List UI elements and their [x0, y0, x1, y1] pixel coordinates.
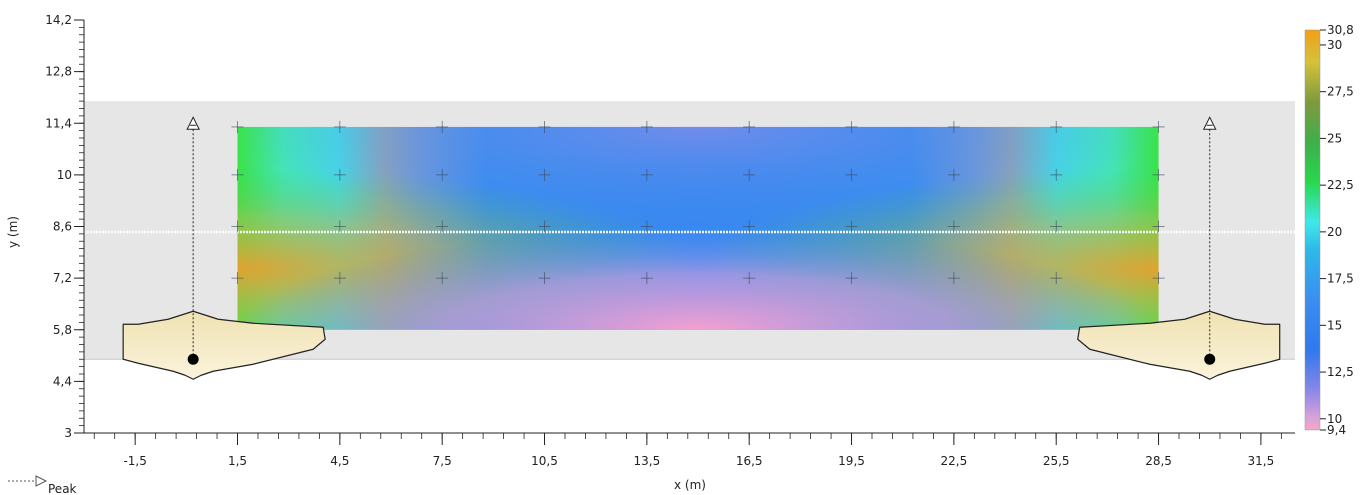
- grid-cross: [743, 120, 756, 133]
- x-tick-label: 13,5: [633, 454, 660, 468]
- colorbar: 30,830 27,5 25 22,5 20 17,5 15 12,5 109,4: [1304, 23, 1354, 437]
- peak-arrow-icon: [1202, 116, 1217, 130]
- grid-cross: [947, 220, 960, 233]
- x-tick-label: 10,5: [531, 454, 558, 468]
- grid-cross: [436, 272, 449, 285]
- x-tick-label: -1,5: [123, 454, 146, 468]
- grid-cross: [1152, 220, 1165, 233]
- grid-cross: [1050, 220, 1063, 233]
- grid-cross: [640, 220, 653, 233]
- y-tick-label: 7,2: [53, 271, 72, 285]
- x-tick-label: 1,5: [228, 454, 247, 468]
- grid-cross: [436, 220, 449, 233]
- colorbar-tick-label: 25: [1327, 131, 1342, 145]
- source-directivity-shape: [122, 310, 326, 380]
- colorbar-tick-label: 27,5: [1327, 85, 1354, 99]
- colorbar-gradient: [1304, 29, 1321, 431]
- colorbar-tick-label: 20: [1327, 225, 1342, 239]
- grid-cross: [231, 220, 244, 233]
- grid-cross: [538, 220, 551, 233]
- grid-cross: [845, 220, 858, 233]
- legend-peak-label: Peak: [48, 482, 77, 495]
- x-tick-label: 31,5: [1248, 454, 1275, 468]
- x-axis-title: x (m): [674, 478, 706, 492]
- x-tick-label: 28,5: [1145, 454, 1172, 468]
- y-axis: 3 4,4 5,8 7,2 8,6 10 11,4 12,8 14,2: [45, 13, 84, 440]
- grid-cross: [1152, 168, 1165, 181]
- grid-cross: [231, 168, 244, 181]
- grid-cross: [1050, 168, 1063, 181]
- grid-cross: [640, 120, 653, 133]
- y-tick-label: 3: [64, 426, 72, 440]
- sound-source: [1077, 116, 1281, 380]
- grid-cross: [743, 168, 756, 181]
- grid-cross: [538, 168, 551, 181]
- y-tick-label: 8,6: [53, 220, 72, 234]
- grid-cross: [743, 220, 756, 233]
- grid-cross: [640, 168, 653, 181]
- grid-cross: [845, 168, 858, 181]
- y-tick-label: 4,4: [53, 374, 72, 388]
- sound-source: [122, 116, 326, 380]
- y-tick-label: 10: [57, 168, 72, 182]
- source-directivity-shape: [1077, 310, 1281, 380]
- y-tick-label: 12,8: [45, 65, 72, 79]
- grid-cross: [947, 168, 960, 181]
- grid-cross: [538, 120, 551, 133]
- grid-cross: [743, 272, 756, 285]
- legend-peak-arrow-icon: [35, 475, 48, 487]
- colorbar-tick-label: 22,5: [1327, 178, 1354, 192]
- grid-cross: [231, 272, 244, 285]
- colorbar-tick-label: 15: [1327, 318, 1342, 332]
- y-axis-title: y (m): [6, 216, 20, 248]
- sound-sources: [122, 116, 1281, 380]
- grid-cross: [1050, 272, 1063, 285]
- x-tick-label: 4,5: [330, 454, 349, 468]
- colorbar-tick-label: 30: [1327, 38, 1342, 52]
- colorbar-tick-label: 17,5: [1327, 272, 1354, 286]
- heatmap: [237, 126, 1159, 330]
- grid-cross: [436, 168, 449, 181]
- x-tick-label: 16,5: [736, 454, 763, 468]
- x-axis: -1,5 1,5 4,5 7,5 10,5 13,5 16,5 19,5 22,5 25,5 28,…: [93, 433, 1282, 468]
- y-tick-label: 14,2: [45, 13, 72, 27]
- grid-cross: [1152, 272, 1165, 285]
- grid-cross: [1152, 120, 1165, 133]
- x-tick-label: 7,5: [433, 454, 452, 468]
- grid-cross: [333, 220, 346, 233]
- grid-cross: [436, 120, 449, 133]
- source-point: [187, 353, 199, 365]
- grid-cross: [1050, 120, 1063, 133]
- colorbar-ticks: 30,830 27,5 25 22,5 20 17,5 15 12,5 109,4: [1320, 23, 1354, 437]
- source-point: [1204, 353, 1216, 365]
- x-tick-label: 25,5: [1043, 454, 1070, 468]
- peak-arrow-icon: [186, 116, 200, 130]
- x-tick-label: 19,5: [838, 454, 865, 468]
- grid-cross: [947, 272, 960, 285]
- y-tick-label: 11,4: [45, 116, 72, 130]
- grid-cross: [231, 120, 244, 133]
- heatmap-low-top: [237, 126, 1159, 330]
- colorbar-tick-label: 12,5: [1327, 365, 1354, 379]
- grid-cross: [333, 168, 346, 181]
- grid-cross: [947, 120, 960, 133]
- colorbar-tick-label: 9,4: [1327, 423, 1346, 437]
- plot-area: [83, 20, 1295, 434]
- grid-cross: [845, 120, 858, 133]
- x-tick-label: 22,5: [941, 454, 968, 468]
- grid-cross: [333, 120, 346, 133]
- grid-cross: [640, 272, 653, 285]
- colorbar-tick-label: 10: [1327, 412, 1342, 426]
- grid-cross: [845, 272, 858, 285]
- y-tick-label: 5,8: [53, 323, 72, 337]
- grid-cross: [538, 272, 551, 285]
- colorbar-tick-label: 30,8: [1327, 23, 1354, 37]
- grid-cross: [333, 272, 346, 285]
- legend: Peak: [8, 475, 77, 495]
- measurement-grid: [231, 120, 1165, 285]
